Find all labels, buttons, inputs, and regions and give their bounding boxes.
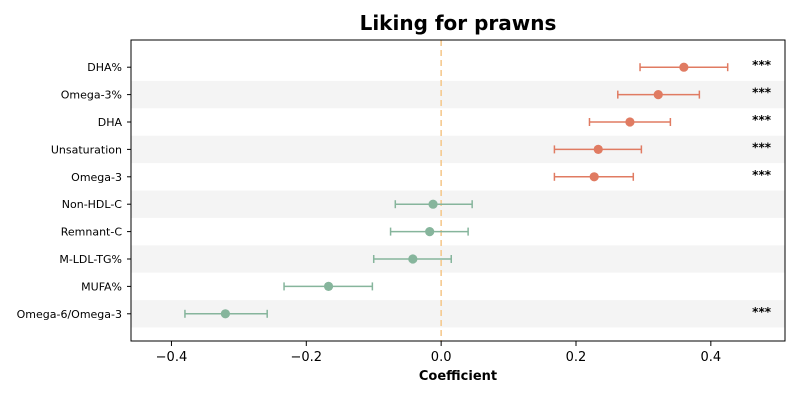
significance-label: ***: [752, 113, 772, 127]
significance-label: ***: [752, 86, 772, 100]
row-band: [131, 135, 785, 164]
row-band: [131, 245, 785, 273]
y-tick-label: Remnant-C: [61, 226, 123, 239]
estimate-point: [220, 309, 230, 319]
estimate-point: [323, 281, 334, 291]
significance-markers: *** *** *** *** *** ***: [752, 58, 772, 319]
estimate-point: [589, 172, 599, 182]
significance-label: ***: [752, 58, 772, 72]
y-tick-label: MUFA%: [81, 280, 122, 293]
x-axis-label: Coefficient: [419, 369, 497, 384]
x-axis: −0.4 −0.2 0.0 0.2 0.4: [156, 341, 721, 365]
significance-label: ***: [752, 305, 772, 319]
plot-frame: [130, 39, 786, 342]
y-tick-label: DHA: [98, 116, 123, 129]
estimate-point: [653, 90, 663, 100]
estimate-point: [425, 227, 435, 237]
y-axis: DHA% Omega-3% DHA Unsaturation Omega-3 Non-HD…: [17, 61, 131, 321]
y-tick-label: DHA%: [87, 61, 122, 74]
x-tick-label: −0.4: [156, 350, 188, 365]
chart-title: Liking for prawns: [360, 11, 557, 35]
y-tick-label: Non-HDL-C: [62, 198, 123, 211]
y-tick-label: Omega-3%: [61, 89, 122, 102]
estimate-marks: [184, 62, 729, 319]
significance-label: ***: [752, 168, 772, 182]
estimate-point: [428, 199, 438, 209]
x-tick-label: −0.2: [291, 350, 323, 365]
estimate-point: [408, 254, 418, 264]
y-tick-label: Omega-3: [71, 171, 122, 184]
estimate-point: [625, 117, 635, 127]
significance-label: ***: [752, 140, 772, 154]
y-tick-label: M-LDL-TG%: [59, 253, 122, 266]
x-tick-label: 0.2: [566, 350, 587, 365]
estimate-point: [679, 62, 689, 72]
x-tick-label: 0.0: [431, 350, 452, 365]
y-tick-label: Unsaturation: [51, 143, 122, 156]
x-tick-label: 0.4: [700, 350, 721, 365]
y-tick-label: Omega-6/Omega-3: [17, 308, 122, 321]
estimate-point: [593, 144, 603, 154]
